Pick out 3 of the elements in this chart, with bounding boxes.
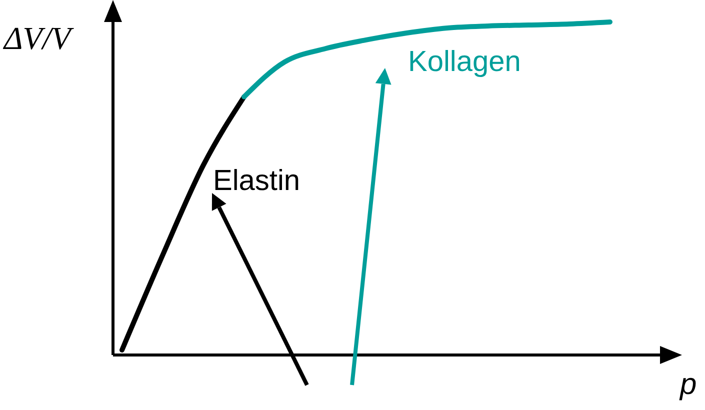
x-axis-title: p (680, 368, 697, 402)
series-label: Elastin (213, 165, 300, 198)
legend-label: Kollagen (408, 46, 521, 79)
